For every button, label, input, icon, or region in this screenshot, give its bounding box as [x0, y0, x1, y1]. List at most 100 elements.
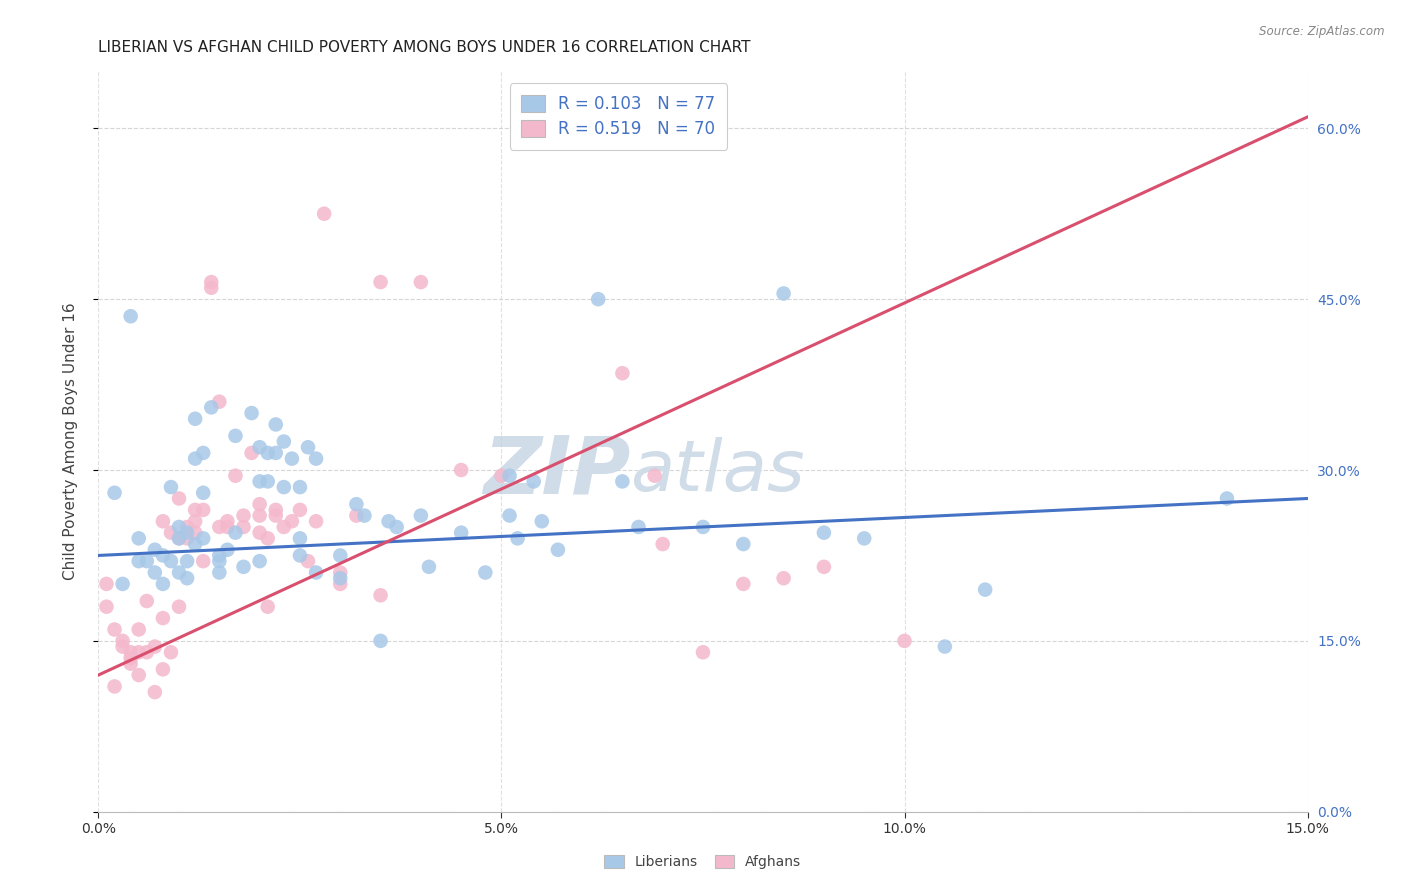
Point	[329, 571, 352, 585]
Point	[813, 559, 835, 574]
Point	[297, 554, 319, 568]
Point	[120, 651, 142, 665]
Point	[288, 549, 311, 563]
Point	[249, 440, 271, 454]
Point	[240, 446, 263, 460]
Point	[160, 480, 183, 494]
Point	[103, 680, 125, 694]
Point	[208, 549, 231, 563]
Point	[256, 532, 278, 546]
Point	[184, 451, 207, 466]
Point	[176, 520, 198, 534]
Point	[193, 446, 215, 460]
Point	[128, 554, 150, 568]
Point	[305, 451, 328, 466]
Point	[733, 577, 755, 591]
Point	[256, 475, 278, 489]
Point	[853, 532, 876, 546]
Text: ZIP: ZIP	[484, 432, 630, 510]
Point	[167, 532, 190, 546]
Point	[974, 582, 997, 597]
Point	[120, 645, 142, 659]
Point	[264, 446, 287, 460]
Point	[498, 508, 520, 523]
Point	[217, 520, 239, 534]
Point	[450, 463, 472, 477]
Point	[314, 207, 336, 221]
Point	[264, 417, 287, 432]
Point	[152, 662, 174, 676]
Point	[297, 440, 319, 454]
Point	[409, 508, 432, 523]
Point	[612, 475, 634, 489]
Text: Source: ZipAtlas.com: Source: ZipAtlas.com	[1260, 25, 1385, 38]
Point	[281, 514, 304, 528]
Point	[288, 503, 311, 517]
Point	[1216, 491, 1239, 506]
Point	[224, 468, 246, 483]
Point	[692, 645, 714, 659]
Point	[103, 485, 125, 500]
Point	[256, 446, 278, 460]
Point	[167, 520, 190, 534]
Point	[128, 532, 150, 546]
Text: atlas: atlas	[630, 437, 806, 506]
Point	[120, 310, 142, 324]
Point	[143, 640, 166, 654]
Point	[224, 429, 246, 443]
Point	[193, 485, 215, 500]
Point	[152, 577, 174, 591]
Point	[491, 468, 513, 483]
Point	[176, 571, 198, 585]
Point	[273, 520, 295, 534]
Point	[644, 468, 666, 483]
Point	[288, 532, 311, 546]
Y-axis label: Child Poverty Among Boys Under 16: Child Poverty Among Boys Under 16	[63, 302, 77, 581]
Point	[208, 554, 231, 568]
Point	[474, 566, 496, 580]
Point	[385, 520, 408, 534]
Point	[288, 480, 311, 494]
Point	[409, 275, 432, 289]
Point	[733, 537, 755, 551]
Point	[167, 491, 190, 506]
Text: LIBERIAN VS AFGHAN CHILD POVERTY AMONG BOYS UNDER 16 CORRELATION CHART: LIBERIAN VS AFGHAN CHILD POVERTY AMONG B…	[98, 40, 751, 55]
Point	[167, 566, 190, 580]
Point	[273, 480, 295, 494]
Legend: Liberians, Afghans: Liberians, Afghans	[598, 848, 808, 876]
Point	[256, 599, 278, 614]
Point	[167, 599, 190, 614]
Point	[193, 503, 215, 517]
Point	[143, 566, 166, 580]
Point	[208, 394, 231, 409]
Point	[224, 525, 246, 540]
Point	[772, 571, 794, 585]
Point	[281, 451, 304, 466]
Point	[152, 514, 174, 528]
Point	[184, 514, 207, 528]
Point	[530, 514, 553, 528]
Point	[160, 645, 183, 659]
Point	[96, 599, 118, 614]
Point	[692, 520, 714, 534]
Point	[264, 503, 287, 517]
Point	[232, 508, 254, 523]
Point	[344, 508, 367, 523]
Point	[176, 532, 198, 546]
Point	[305, 566, 328, 580]
Point	[96, 577, 118, 591]
Point	[813, 525, 835, 540]
Point	[103, 623, 125, 637]
Point	[249, 497, 271, 511]
Point	[193, 554, 215, 568]
Point	[249, 475, 271, 489]
Point	[160, 554, 183, 568]
Point	[329, 566, 352, 580]
Point	[184, 537, 207, 551]
Point	[344, 497, 367, 511]
Point	[111, 633, 134, 648]
Point	[184, 525, 207, 540]
Point	[184, 503, 207, 517]
Point	[370, 633, 392, 648]
Point	[128, 645, 150, 659]
